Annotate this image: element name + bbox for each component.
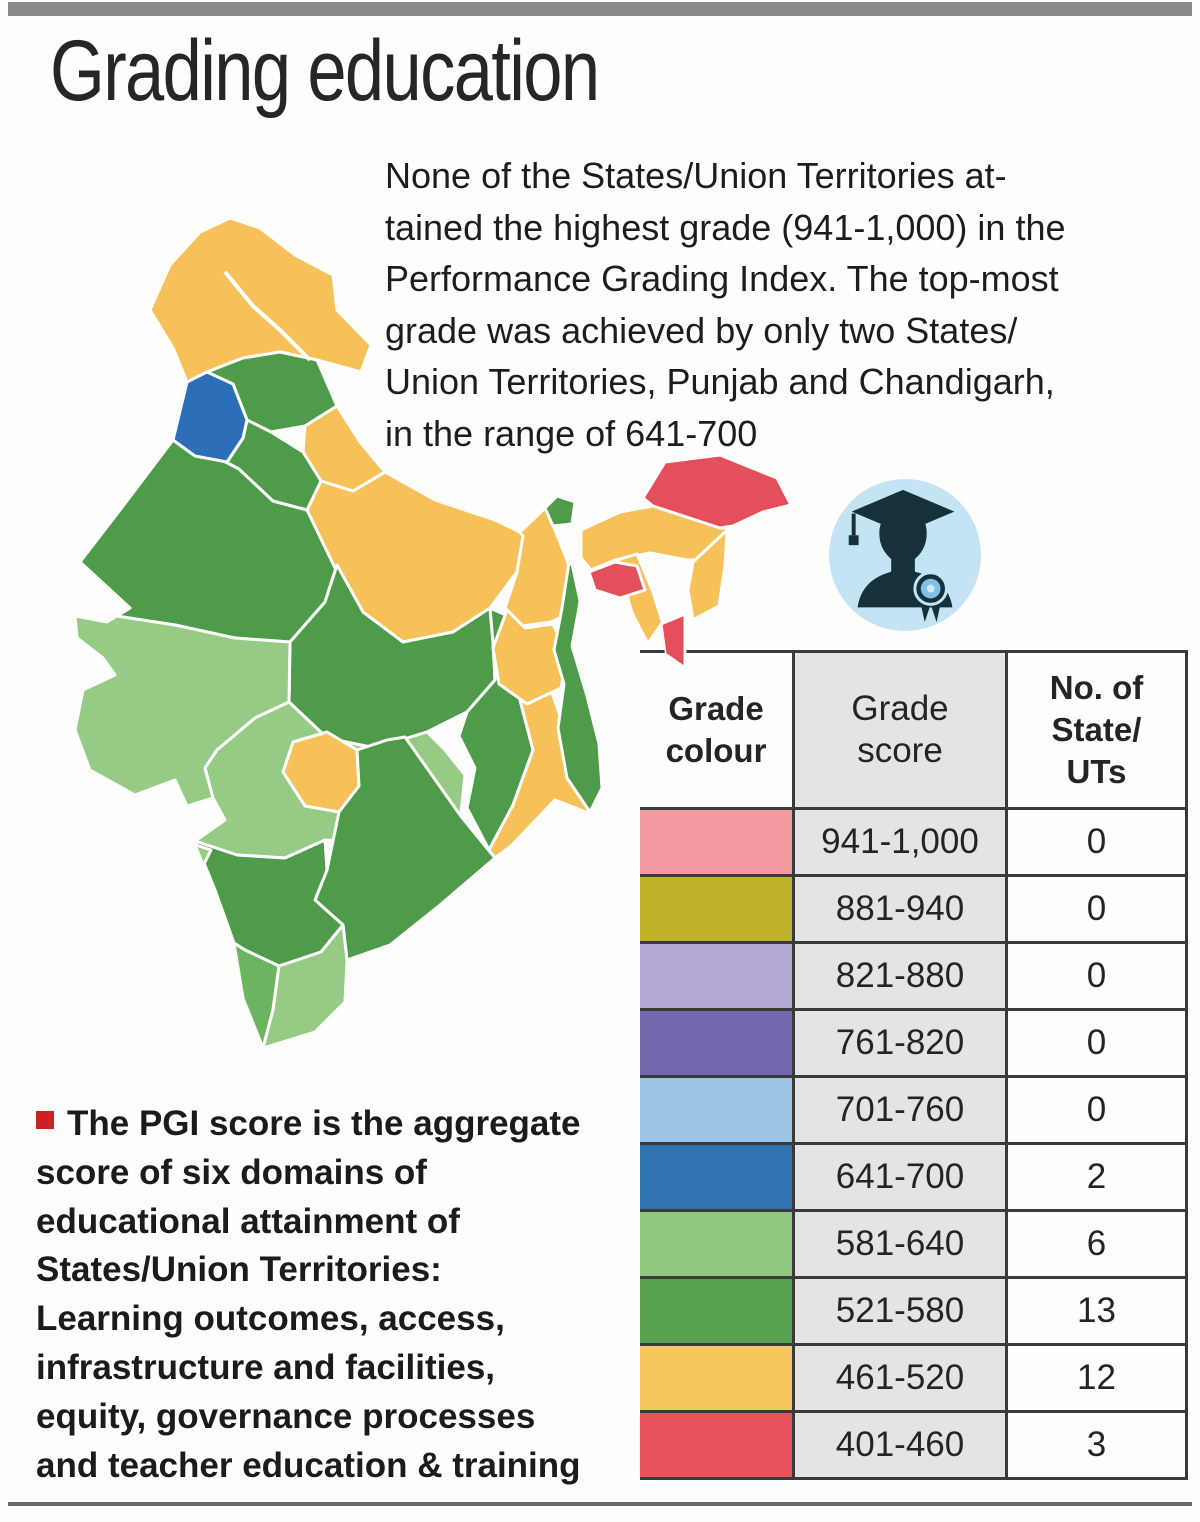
state-goa <box>191 842 213 868</box>
state-count-cell: 6 <box>1008 1212 1188 1279</box>
jk-ladakh-divider <box>223 270 312 362</box>
state-kerala <box>232 941 281 1048</box>
state-tripura-barak-valley <box>615 552 667 656</box>
state-punjab <box>171 370 249 464</box>
footnote-text: The PGI score is the aggregate score of … <box>36 1104 581 1485</box>
grade-colour-swatch <box>640 877 795 944</box>
state-count-cell: 0 <box>1008 944 1188 1011</box>
grade-colour-swatch <box>640 1346 795 1413</box>
state-assam <box>579 504 732 572</box>
state-himachal-pradesh <box>205 350 339 434</box>
state-count-cell: 0 <box>1008 877 1188 944</box>
grade-score-cell: 641-700 <box>795 1145 1008 1212</box>
grade-colour-swatch <box>640 1279 795 1346</box>
grade-score-cell: 521-580 <box>795 1279 1008 1346</box>
grade-score-cell: 941-1,000 <box>795 810 1008 877</box>
state-nagaland-manipur <box>686 528 729 622</box>
graduate-tassel-end <box>848 535 859 546</box>
state-tamil-nadu <box>261 923 349 1048</box>
grade-table: Grade colour Grade score No. of State/ U… <box>640 650 1188 1480</box>
grade-score-cell: 821-880 <box>795 944 1008 1011</box>
state-odisha <box>487 688 593 860</box>
grade-colour-swatch <box>640 944 795 1011</box>
intro-paragraph: None of the States/Union Territories at-… <box>385 155 1066 454</box>
state-uttar-pradesh <box>305 470 525 644</box>
col-header-grade-score: Grade score <box>795 650 1008 810</box>
state-count-cell: 0 <box>1008 810 1188 877</box>
state-meghalaya <box>587 560 647 600</box>
pgi-footnote: The PGI score is the aggregate score of … <box>36 1100 661 1490</box>
state-karnataka <box>193 838 345 968</box>
grade-score-cell: 581-640 <box>795 1212 1008 1279</box>
state-haryana <box>201 418 323 512</box>
grade-score-cell: 461-520 <box>795 1346 1008 1413</box>
state-bihar <box>503 506 582 628</box>
grade-colour-swatch <box>640 1212 795 1279</box>
top-accent-bar <box>8 2 1192 16</box>
state-rajasthan <box>78 438 339 644</box>
state-maharashtra <box>193 700 467 860</box>
state-count-cell: 0 <box>1008 1011 1188 1078</box>
state-count-cell: 2 <box>1008 1145 1188 1212</box>
state-west-bengal <box>552 560 604 814</box>
state-jammu-kashmir-ladakh <box>148 218 373 384</box>
col-header-grade-colour: Grade colour <box>640 650 795 810</box>
state-count-cell: 13 <box>1008 1279 1188 1346</box>
bottom-rule <box>8 1502 1192 1506</box>
graduate-icon <box>828 478 982 632</box>
state-chhattisgarh <box>457 606 535 852</box>
state-jharkhand <box>491 608 569 706</box>
red-square-bullet-icon <box>36 1111 54 1129</box>
grade-score-cell: 761-820 <box>795 1011 1008 1078</box>
state-madhya-pradesh <box>287 563 497 750</box>
page-title: Grading education <box>50 23 600 119</box>
col-header-no-of-state-uts: No. of State/ UTs <box>1008 650 1188 810</box>
grade-colour-swatch <box>640 1078 795 1145</box>
state-count-cell: 0 <box>1008 1078 1188 1145</box>
grade-colour-swatch <box>640 1011 795 1078</box>
state-andhra-pradesh <box>313 735 497 962</box>
state-arunachal-pradesh <box>641 453 791 530</box>
state-sikkim <box>543 494 577 528</box>
state-gujarat <box>75 560 292 808</box>
state-uttarakhand <box>301 404 387 493</box>
grade-score-cell: 881-940 <box>795 877 1008 944</box>
grade-score-cell: 701-760 <box>795 1078 1008 1145</box>
grade-colour-swatch <box>640 1413 795 1480</box>
state-count-cell: 3 <box>1008 1413 1188 1480</box>
grade-colour-swatch <box>640 1145 795 1212</box>
state-telangana <box>281 730 361 814</box>
medal-core <box>926 584 935 593</box>
grade-colour-swatch <box>640 810 795 877</box>
grade-score-cell: 401-460 <box>795 1413 1008 1480</box>
state-count-cell: 12 <box>1008 1346 1188 1413</box>
